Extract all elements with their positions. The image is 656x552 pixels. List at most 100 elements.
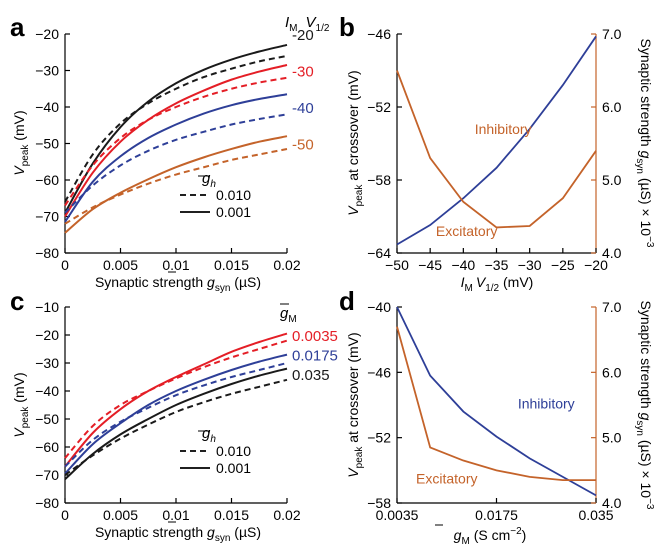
panel-b-ytick-left-label: −52	[367, 99, 391, 115]
panel-c-series-label: 0.0035	[292, 328, 338, 345]
panel-d-ytick-right-label: 7.0	[602, 299, 622, 315]
panel-c-series-label: 0.035	[292, 367, 330, 384]
panel-a-legend: gh 0.010 0.001	[180, 170, 251, 220]
panel-b-series-excitatory	[396, 70, 597, 229]
panel-a-series-50-dashed	[64, 147, 288, 225]
panel-d-ytick-left-label: −58	[367, 495, 391, 511]
panel-b-series	[396, 35, 597, 246]
panel-d-ytick-right-label: 4.0	[602, 495, 622, 511]
panel-label-c: c	[10, 286, 24, 316]
panel-d-ylabel-right: Synaptic strength gsyn (µS) × 10−3	[634, 301, 655, 510]
panel-c-xlabel: Synaptic strength gsyn (µS)	[95, 524, 261, 544]
panel-c-ytick-label: −20	[35, 327, 59, 343]
panel-d-ytick-left-label: −46	[367, 364, 391, 380]
panel-a-xlabel: Synaptic strength gsyn (µS)	[95, 274, 261, 294]
panel-a-ylabel: Vpeak (mV)	[11, 110, 31, 175]
panel-c-series-0035-solid	[64, 367, 288, 480]
panel-b-ytick-right-label: 7.0	[602, 26, 622, 42]
panel-c-series-00035-dashed	[64, 339, 288, 459]
panel-a-series-20-dashed	[64, 54, 288, 203]
panel-c-ytick-label: −60	[35, 439, 59, 455]
panel-a-series-header: IM V1/2	[285, 14, 330, 34]
panel-d-xtick-label: 0.0035	[376, 507, 419, 523]
panel-c-ytick-label: −70	[35, 467, 59, 483]
panel-label-d: d	[339, 286, 355, 316]
panel-c-xtick-label: 0.015	[214, 507, 249, 523]
panel-c-legend: gh 0.010 0.001	[180, 425, 251, 476]
panel-a-legend-dashed-label: 0.010	[216, 187, 251, 203]
panel-b-xtick-label: −40	[451, 257, 475, 273]
panel-c-xtick-label: 0.01	[162, 507, 189, 523]
panel-a-series-30-dashed	[64, 76, 288, 207]
panel-d-series	[396, 306, 597, 497]
panel-b-ytick-left-label: −58	[367, 172, 391, 188]
panel-a-xtick-label: 0	[61, 257, 69, 273]
panel-b-annotation-excitatory: Excitatory	[436, 223, 497, 239]
panel-a-series	[64, 43, 288, 234]
panel-b-ytick-left-label: −46	[367, 26, 391, 42]
panel-c-ytick-label: −30	[35, 355, 59, 371]
panel-c-series	[64, 332, 288, 480]
panel-d-xtick-label: 0.035	[578, 507, 613, 523]
panel-b-axes	[396, 34, 597, 254]
panel-a-xtick-label: 0.005	[103, 257, 138, 273]
panel-c-series-00175-solid	[64, 353, 288, 475]
panel-a-series-label: -50	[292, 137, 314, 154]
panel-d-xtick-label: 0.0175	[475, 507, 518, 523]
panel-b-ytick-right-label: 4.0	[602, 245, 622, 261]
panel-a-xtick-label: 0.01	[162, 257, 189, 273]
panel-c-xtick-label: 0	[61, 507, 69, 523]
panel-a-series-20-solid	[64, 43, 288, 214]
panel-a-ytick-label: −40	[35, 99, 59, 115]
panel-b-series-inhibitory	[396, 35, 597, 246]
panel-c-series-00035-solid	[64, 332, 288, 468]
panel-c-series-label: 0.0175	[292, 348, 338, 365]
panel-a-series-label: -40	[292, 100, 314, 117]
panel-d-annotation-inhibitory: Inhibitory	[518, 395, 575, 411]
panel-label-b: b	[339, 12, 355, 42]
panel-a-series-50-solid	[64, 135, 288, 234]
panel-a-series-30-solid	[64, 64, 288, 218]
panel-c-ytick-label: −10	[35, 299, 59, 315]
panel-c-ytick-label: −80	[35, 495, 59, 511]
panel-label-a: a	[10, 12, 25, 42]
panel-b-ytick-right-label: 5.0	[602, 172, 622, 188]
panel-a-ytick-label: −30	[35, 63, 59, 79]
panel-a-ytick-label: −20	[35, 26, 59, 42]
panel-c-ylabel: Vpeak (mV)	[11, 372, 31, 437]
panel-c-series-00175-dashed	[64, 362, 288, 468]
panel-c-xtick-label: 0.005	[103, 507, 138, 523]
panel-d-series-inhibitory	[396, 306, 597, 497]
panel-c-ytick-label: −40	[35, 383, 59, 399]
panel-b-ytick-left-label: −64	[367, 245, 391, 261]
panel-c-ytick-label: −50	[35, 411, 59, 427]
panel-a-xtick-label: 0.015	[214, 257, 249, 273]
panel-d-xlabel: gM (S cm−2)	[454, 526, 527, 547]
panel-a: a 0 0.005 0.01 0.015 0.02 −80 −70 −60 −50 −40 −30…	[10, 12, 330, 294]
panel-d-ylabel-left: Vpeak at crossover (mV)	[345, 332, 365, 477]
panel-b-ylabel-left: Vpeak at crossover (mV)	[345, 70, 365, 215]
panel-c-xtick-label: 0.02	[273, 507, 300, 523]
panel-b-ytick-right-label: 6.0	[602, 99, 622, 115]
panel-d-ytick-right-label: 6.0	[602, 364, 622, 380]
panel-c: c 0 0.005 0.01 0.015 0.02 −80 −70 −60 −50 −40 −30…	[10, 286, 338, 544]
panel-c-legend-dashed-label: 0.010	[216, 443, 251, 459]
panel-a-ytick-label: −80	[35, 245, 59, 261]
panel-c-series-header: gM	[280, 305, 297, 325]
panel-c-legend-title: gh	[202, 425, 216, 445]
panel-b-xtick-label: −35	[485, 257, 509, 273]
panel-a-series-label: -20	[292, 27, 314, 44]
panel-a-series-40-solid	[64, 93, 288, 223]
panel-c-legend-solid-label: 0.001	[216, 460, 251, 476]
panel-b-annotation-inhibitory: Inhibitory	[475, 121, 532, 137]
panel-b-xtick-label: −25	[551, 257, 575, 273]
panel-b-xlabel: IM V1/2 (mV)	[461, 274, 534, 294]
panel-b-xtick-label: −50	[385, 257, 409, 273]
panel-d-ytick-right-label: 5.0	[602, 430, 622, 446]
panel-d-series-excitatory	[396, 326, 596, 482]
panel-d-ytick-left-label: −52	[367, 430, 391, 446]
panel-b-ylabel-right: Synaptic strength gsyn (µS) × 10−3	[634, 39, 655, 248]
panel-a-ytick-label: −60	[35, 172, 59, 188]
panel-d: d 0.0035 0.0175 0.035 −58 −52 −46 −40 4.0 5.0 6.…	[339, 286, 655, 547]
